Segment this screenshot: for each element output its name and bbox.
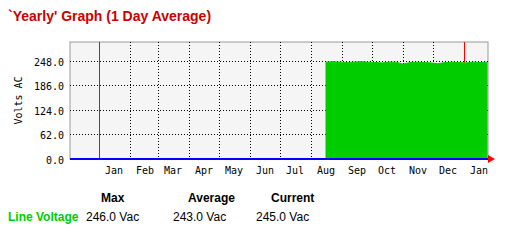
x-tick-label: Sep (348, 165, 366, 176)
x-tick-label: Dec (439, 165, 457, 176)
x-grid-line (219, 42, 220, 159)
x-tick-label: Jan (470, 165, 488, 176)
y-tick-label: 62.0 (40, 130, 64, 141)
x-tick-label: Oct (378, 165, 396, 176)
summary-header: Current (271, 191, 314, 205)
summary-value: 246.0 Vac (86, 210, 139, 224)
x-tick-label: Mar (164, 165, 182, 176)
x-tick-label: May (225, 165, 243, 176)
series-area (326, 62, 487, 159)
x-grid-line (189, 42, 190, 159)
plot-frame (70, 42, 488, 159)
y-grid-line (70, 61, 488, 62)
baseline (70, 158, 488, 160)
y-grid-line (70, 159, 488, 160)
x-grid-line (280, 42, 281, 159)
y-tick-label: 0.0 (46, 155, 64, 166)
x-tick-label: Jan (105, 165, 123, 176)
y-tick-label: 248.0 (34, 57, 64, 68)
x-tick-label: Apr (195, 165, 213, 176)
title: `Yearly' Graph (1 Day Average) (8, 8, 211, 24)
x-tick-label: Aug (317, 165, 335, 176)
summary-value: 245.0 Vac (256, 210, 309, 224)
legend-label: Line Voltage (8, 210, 79, 224)
plot-area (326, 62, 487, 159)
axis-arrow (488, 155, 495, 163)
x-tick-label: Jul (286, 165, 304, 176)
y-tick-label: 186.0 (34, 81, 64, 92)
summary-value: 243.0 Vac (173, 210, 226, 224)
summary-header: Average (188, 191, 235, 205)
chart: `Yearly' Graph (1 Day Average) 0.0 62.0 124… (0, 0, 515, 234)
x-tick-label: Nov (409, 165, 427, 176)
summary-header: Max (101, 191, 125, 205)
x-tick-label: Jun (256, 165, 274, 176)
x-grid-line (311, 42, 312, 159)
x-grid-line (158, 42, 159, 159)
y-axis-label: Volts AC (13, 76, 24, 124)
x-grid-line (250, 42, 251, 159)
y-tick-label: 124.0 (34, 106, 64, 117)
x-grid-line (130, 42, 131, 159)
x-tick-label: Feb (136, 165, 154, 176)
year-marker-line (99, 42, 100, 159)
